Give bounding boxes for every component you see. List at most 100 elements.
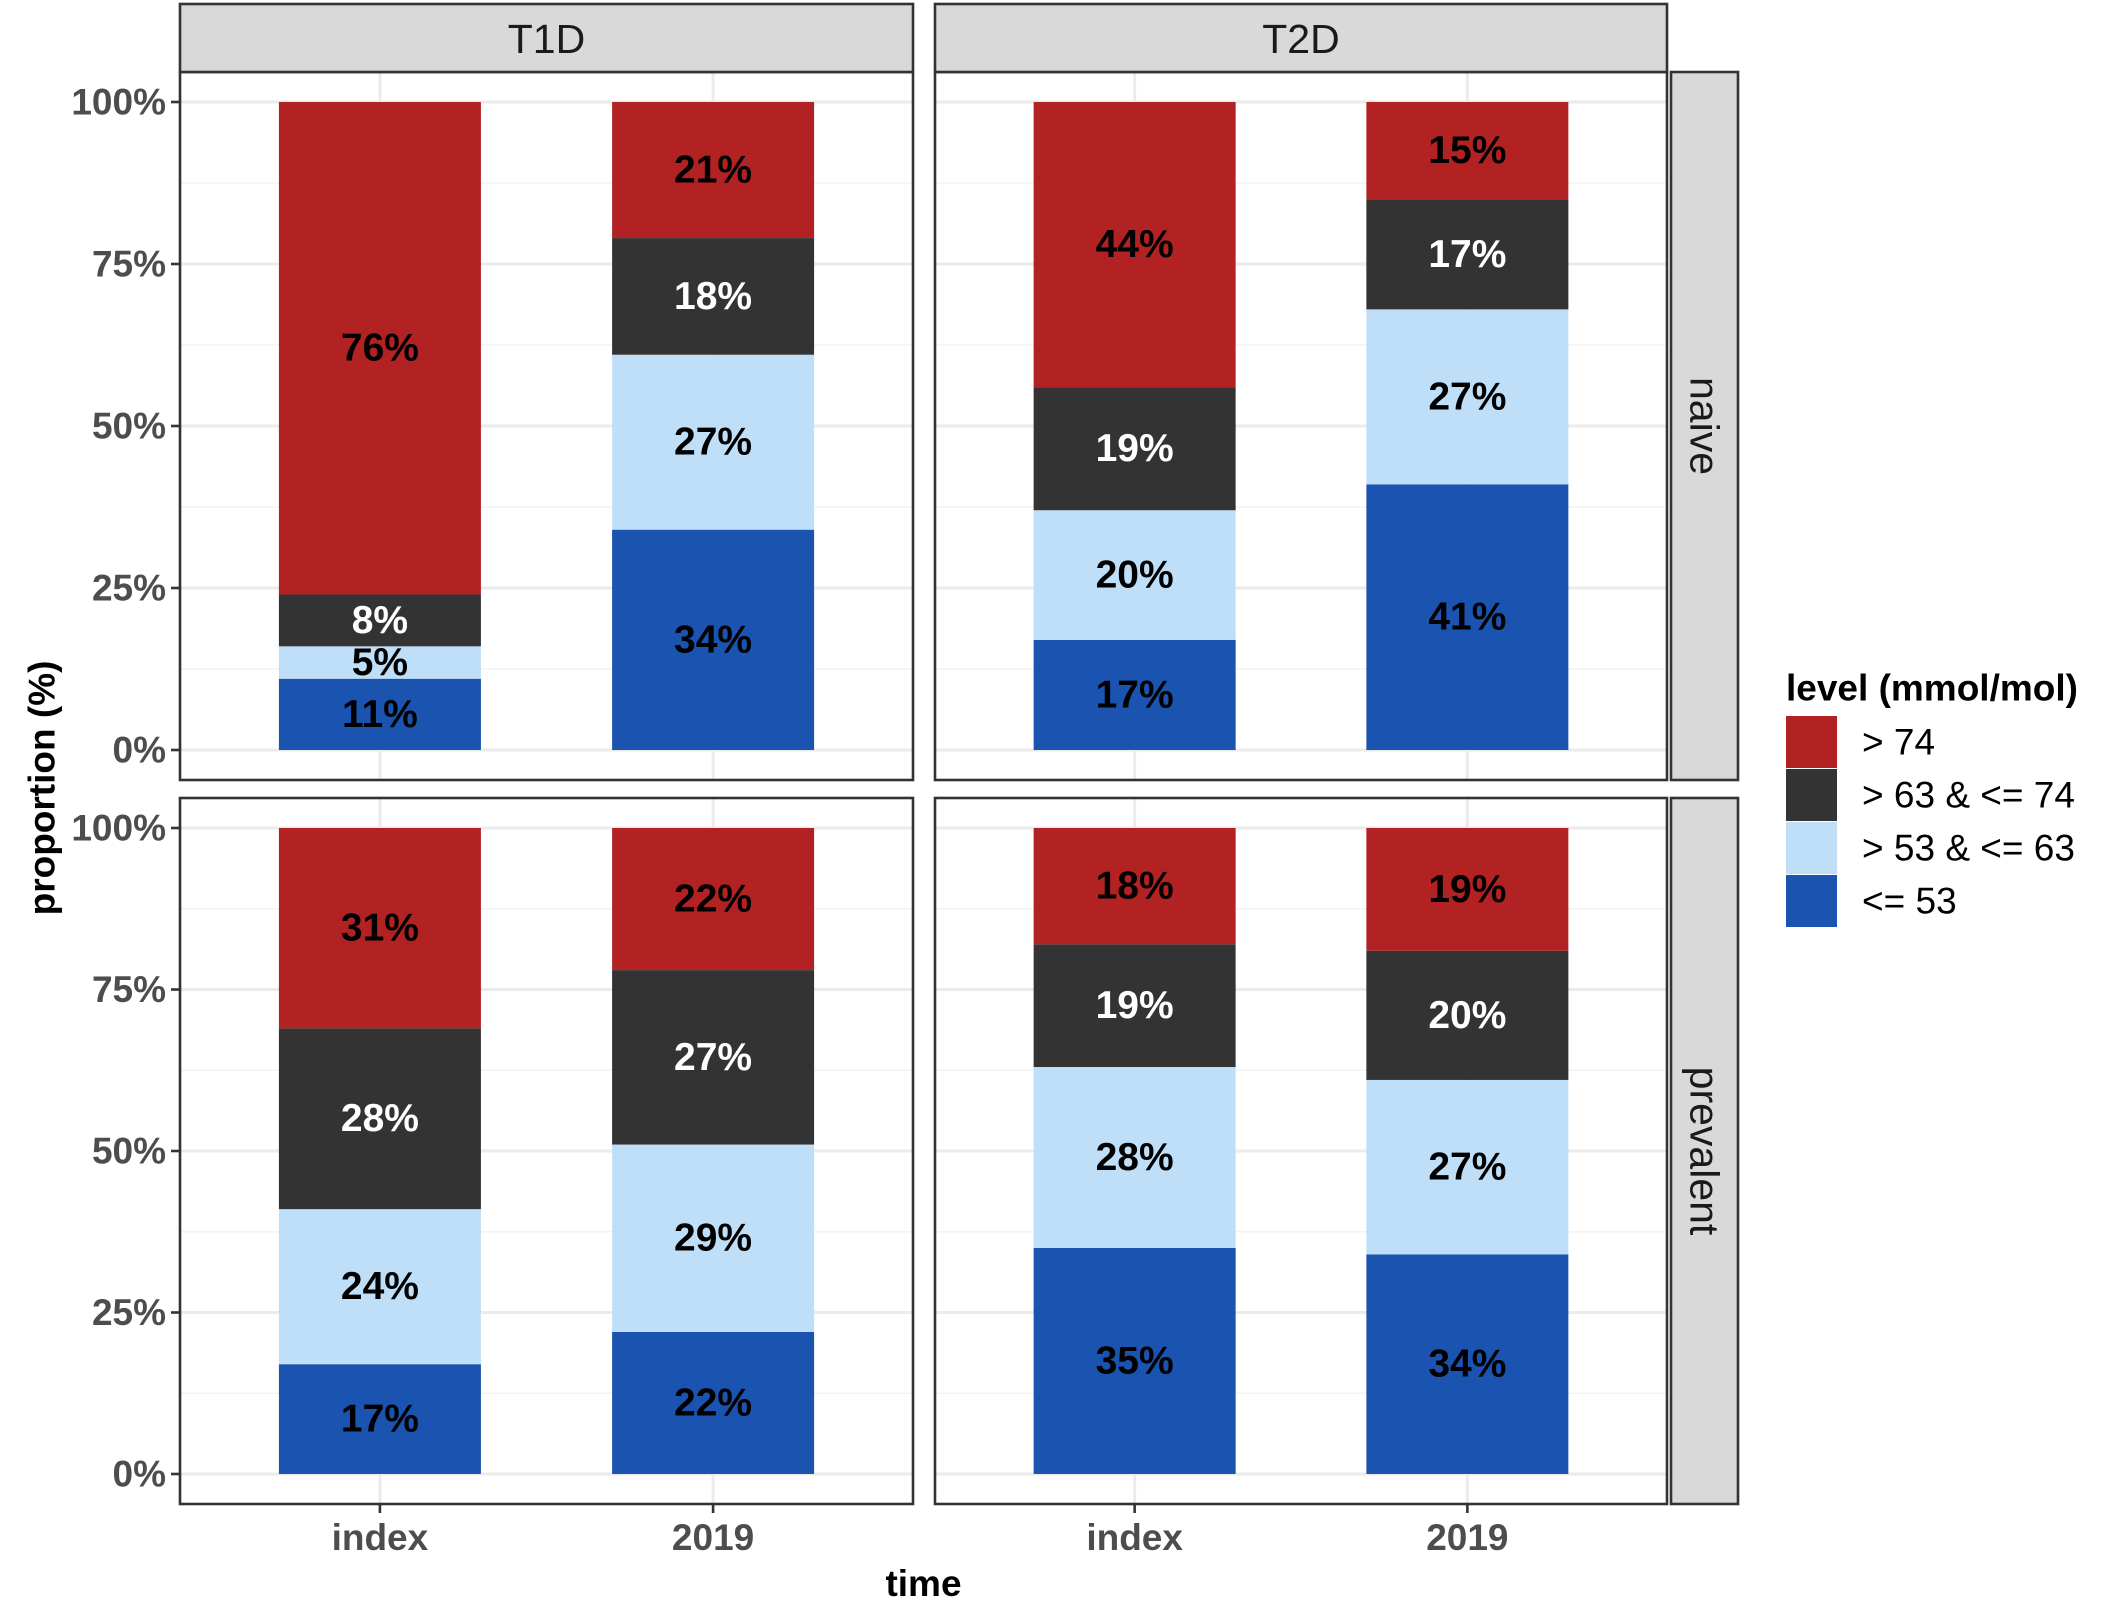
bar-segment [612,354,815,530]
bar-segment [1366,1079,1569,1255]
bar-segment [1033,1247,1236,1474]
bar-value-label: 17% [1096,673,1174,716]
y-tick-label: 75% [92,969,166,1010]
x-axis-title: time [885,1563,961,1603]
bar-segment [612,1144,815,1332]
legend-key-label: > 74 [1862,722,1935,763]
bar-segment [278,102,481,595]
bar-segment [278,1209,481,1365]
bar-segment [612,102,815,239]
bar-value-label: 27% [674,1036,752,1079]
bar-value-label: 19% [1428,868,1506,911]
bar-segment [278,678,481,750]
bar-value-label: 18% [1096,865,1174,908]
bar-value-label: 20% [1428,994,1506,1037]
bar-value-label: 76% [341,327,419,370]
bar-segment [1033,102,1236,388]
y-tick-label: 100% [71,808,166,849]
bar-segment [1366,828,1569,951]
legend-key-label: > 53 & <= 63 [1862,828,2075,869]
x-tick-label: index [1086,1517,1183,1558]
bar-value-label: 5% [352,641,408,684]
bar-value-label: 41% [1428,596,1506,639]
bar-value-label: 20% [1096,554,1174,597]
axes: 0% 25% 50% 75% 100% 0% 25% 50% 75% 100% index 2019 i… [22,82,1509,1603]
bar-segment [278,1364,481,1474]
bar-segment [1366,484,1569,750]
bar-value-label: 21% [674,149,752,192]
bar-segment [278,646,481,679]
legend-key-swatch [1786,875,1837,927]
bar-value-label: 27% [1428,1146,1506,1189]
bar-value-label: 27% [1428,375,1506,418]
bar-value-label: 18% [674,275,752,318]
bar-segment [1366,102,1569,200]
bar-value-label: 35% [1096,1339,1174,1382]
panel-border [933,796,1669,1506]
legend-key-label: > 63 & <= 74 [1862,775,2075,816]
bar-segment [1033,639,1236,750]
facet-strip-label: naive [1682,377,1728,475]
bar-segment [278,594,481,647]
x-tick-label: index [332,1517,429,1558]
facet-strip-right [1669,70,1740,782]
bar-value-label: 44% [1096,223,1174,266]
bar-value-labels: 11% 5%8% 76% 34% 27% 18% 21% 17% 20% 19% 44% 41% 27%… [341,129,1507,1440]
bar-value-label: 28% [341,1097,419,1140]
bar-value-label: 15% [1428,129,1506,172]
y-tick-label: 50% [92,406,166,447]
bar-segment [278,1028,481,1210]
legend: level (mmol/mol) > 74 > 63 & <= 74 > 53 & <… [1786,668,2078,927]
bar-value-label: 17% [341,1398,419,1441]
bar-segment [1366,199,1569,310]
bar-value-label: 8% [352,599,408,642]
legend-title: level (mmol/mol) [1786,668,2078,709]
bar-segment [1366,309,1569,485]
legend-key-swatch [1786,822,1837,874]
facet-strip-top [178,2,915,74]
y-tick-label: 25% [92,1292,166,1333]
facet-strip-label: prevalent [1682,1067,1728,1236]
bar-segment [612,529,815,750]
bar-value-label: 31% [341,907,419,950]
bar-value-label: 24% [341,1265,419,1308]
bar-segment [1366,1254,1569,1474]
facet-strip-right [1669,796,1740,1506]
y-tick-label: 75% [92,244,166,285]
bar-value-label: 17% [1428,233,1506,276]
x-tick-label: 2019 [1426,1517,1508,1558]
legend-key-label: <= 53 [1862,881,1957,922]
bar-value-label: 19% [1096,984,1174,1027]
y-tick-label: 0% [113,730,166,771]
legend-key-swatch [1786,769,1837,821]
bar-segment [612,970,815,1145]
bar-segment [1033,510,1236,640]
bar-segment [278,828,481,1029]
facet-strips: T1D T2D naive prevalent [178,2,1740,1506]
bar-segment [1033,828,1236,945]
bar-value-label: 27% [674,421,752,464]
bar-value-label: 34% [1428,1343,1506,1386]
bar-value-label: 22% [674,1381,752,1424]
y-axis-title: proportion (%) [22,661,63,916]
bar-segment [1033,944,1236,1068]
bar-value-label: 29% [674,1217,752,1260]
y-tick-label: 25% [92,568,166,609]
bar-value-label: 34% [674,618,752,661]
bar-segment [612,1331,815,1474]
bar-value-label: 19% [1096,427,1174,470]
y-tick-label: 100% [71,82,166,123]
bar-segment [1033,1067,1236,1248]
bar-segment [612,828,815,971]
legend-key-swatch [1786,716,1837,768]
facet-strip-label: T1D [508,16,585,62]
bar-segment [1366,950,1569,1080]
bar-value-label: 22% [674,878,752,921]
bar-value-label: 28% [1096,1136,1174,1179]
bar-segment [612,238,815,355]
facet-strip-label: T2D [1262,16,1339,62]
bar-segment [1033,387,1236,511]
y-tick-label: 0% [113,1454,166,1495]
